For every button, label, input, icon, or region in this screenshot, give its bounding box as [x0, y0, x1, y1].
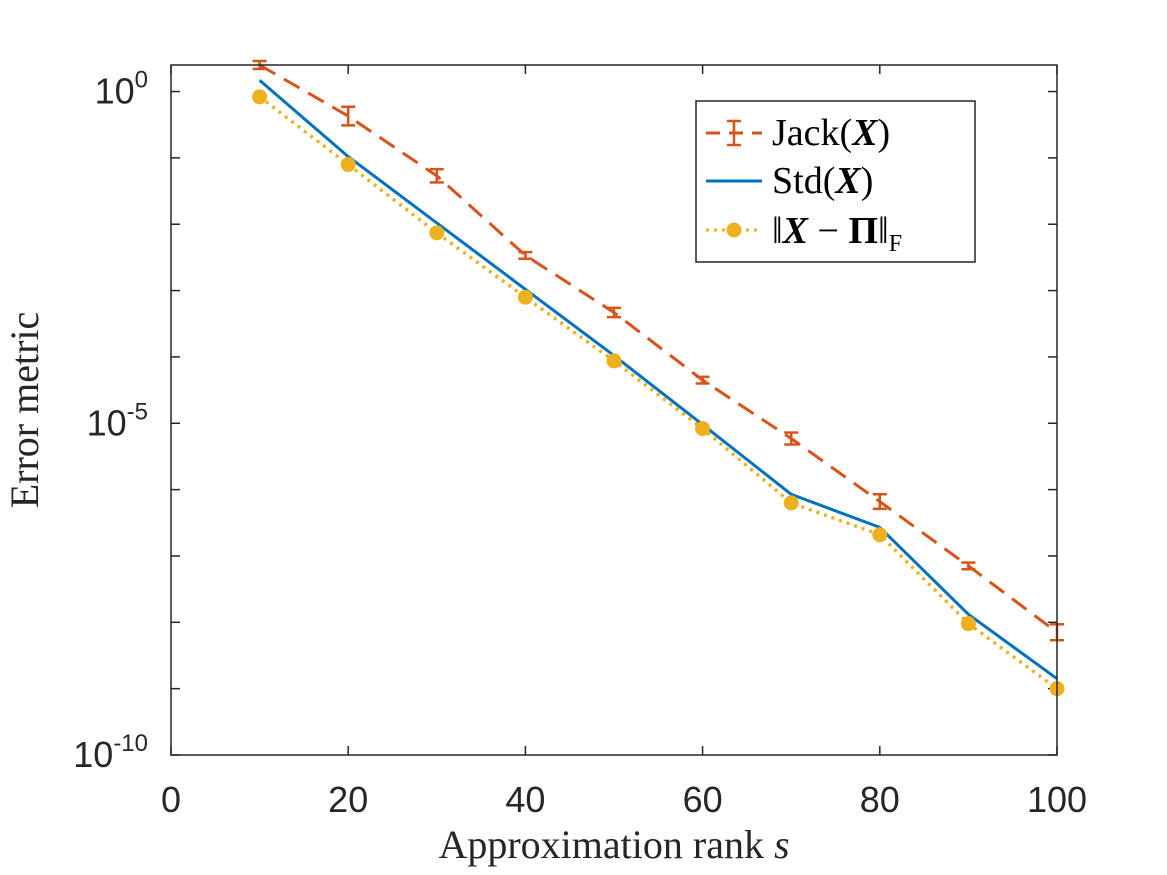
- errorbar: [429, 167, 444, 184]
- series-layer: [252, 59, 1065, 697]
- y-axis-title: Error metric: [2, 312, 47, 509]
- legend: Jack(X) Std(X) ‖X − Π‖F: [695, 100, 976, 263]
- plot-frame: [170, 64, 1058, 756]
- x-tick-label: 80: [860, 779, 900, 820]
- data-point: [252, 89, 268, 105]
- data-point: [429, 225, 445, 241]
- x-tick-label: 60: [683, 779, 723, 820]
- series-line-std: [258, 79, 1058, 680]
- y-tick-label: 10-5: [87, 398, 148, 443]
- x-tick-label: 100: [1027, 779, 1087, 820]
- errorbar: [872, 493, 887, 511]
- x-tick-label: 0: [161, 779, 181, 820]
- data-point: [960, 616, 976, 632]
- errorbar: [695, 375, 710, 385]
- legend-std: Std(X): [772, 160, 873, 202]
- legend-marker: [726, 222, 742, 238]
- data-point: [872, 527, 888, 543]
- x-tick-label: 40: [505, 779, 545, 820]
- errorbar: [607, 306, 621, 319]
- series-line-jack: [258, 63, 1058, 634]
- legend-samples: [706, 119, 762, 238]
- data-point: [517, 289, 533, 305]
- y-tick-label: 100: [95, 67, 148, 112]
- series-line-norm: [258, 95, 1059, 691]
- y-tick-label: 10-10: [73, 730, 148, 775]
- legend-jack: Jack(X): [772, 112, 890, 154]
- tick-labels: 0 20 40 60 80 100 100 10-5 10-10: [73, 67, 1087, 820]
- errorbar: [341, 105, 356, 127]
- x-tick-label: 20: [328, 779, 368, 820]
- errorbar: [784, 431, 799, 446]
- errorbar: [518, 250, 533, 260]
- data-point: [783, 495, 799, 511]
- legend-norm: ‖X − Π‖F: [772, 210, 902, 257]
- data-point: [695, 421, 711, 437]
- errorbar: [961, 561, 976, 571]
- data-point: [606, 353, 622, 369]
- x-axis-title: Approximation rank s: [438, 822, 789, 867]
- data-point: [340, 157, 356, 173]
